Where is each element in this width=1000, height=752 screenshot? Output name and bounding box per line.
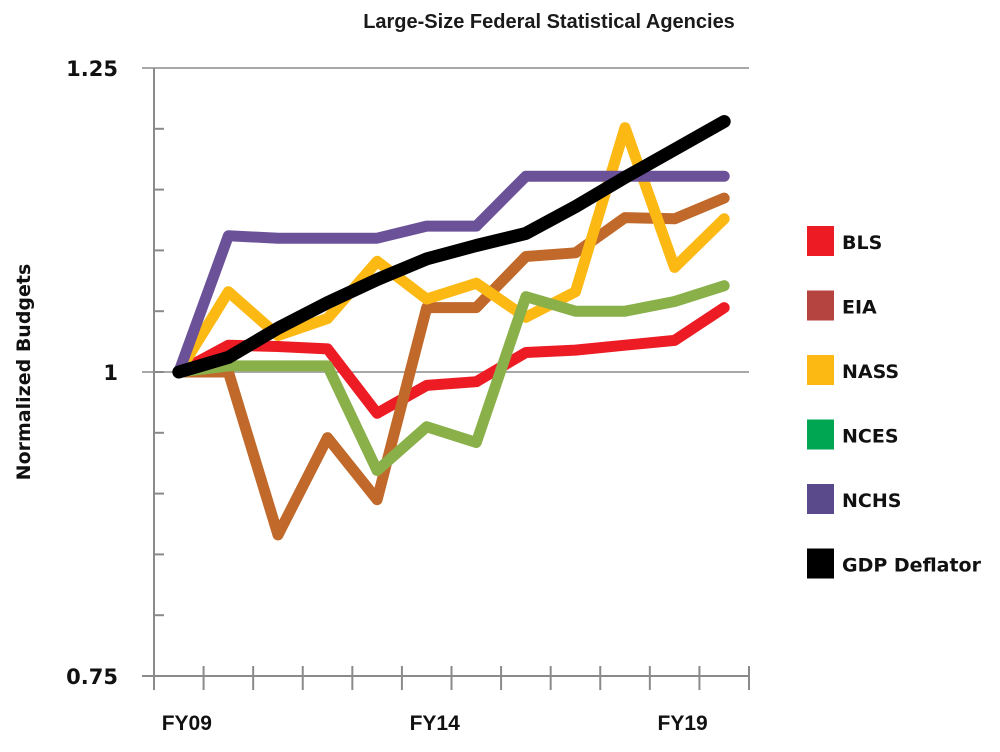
x-tick-label: FY19 bbox=[658, 712, 708, 735]
legend-item-bls: BLS bbox=[807, 226, 882, 256]
y-tick-label: 1 bbox=[103, 361, 118, 385]
gridlines bbox=[142, 67, 749, 373]
legend: BLS EIA NASS NCES NCHS GDP Deflator bbox=[807, 226, 982, 579]
x-tick-label: FY14 bbox=[410, 712, 461, 735]
series-line-eia bbox=[173, 192, 730, 541]
legend-label: GDP Deflator bbox=[842, 555, 982, 577]
legend-label: NCES bbox=[842, 426, 899, 448]
legend-swatch bbox=[807, 290, 834, 321]
legend-item-nass: NASS bbox=[807, 355, 899, 385]
legend-swatch bbox=[807, 548, 834, 579]
legend-item-nces: NCES bbox=[807, 419, 899, 450]
x-tick-labels: FY09 FY14 FY19 bbox=[162, 712, 708, 735]
y-tick-label: 0.75 bbox=[66, 665, 118, 689]
legend-swatch bbox=[807, 226, 834, 256]
legend-label: EIA bbox=[842, 297, 877, 319]
legend-label: NASS bbox=[842, 361, 899, 383]
y-tick-labels: 1.25 1 0.75 bbox=[66, 57, 118, 689]
chart-title: Large-Size Federal Statistical Agencies bbox=[363, 11, 735, 33]
series-line-gdp-deflator bbox=[172, 115, 731, 379]
legend-item-gdp-deflator: GDP Deflator bbox=[807, 548, 982, 579]
legend-label: NCHS bbox=[842, 490, 901, 512]
legend-swatch bbox=[807, 355, 834, 385]
series-line-nces bbox=[173, 280, 730, 476]
y-axis-label: Normalized Budgets bbox=[13, 264, 35, 481]
legend-item-nchs: NCHS bbox=[807, 484, 901, 514]
axes bbox=[142, 68, 750, 690]
legend-swatch bbox=[807, 419, 834, 450]
series-line-bls bbox=[173, 302, 730, 419]
y-tick-label: 1.25 bbox=[66, 57, 118, 81]
legend-item-eia: EIA bbox=[807, 290, 877, 321]
x-tick-label: FY09 bbox=[162, 712, 212, 735]
series-lines bbox=[172, 115, 731, 541]
legend-label: BLS bbox=[842, 232, 882, 254]
legend-swatch bbox=[807, 484, 834, 514]
